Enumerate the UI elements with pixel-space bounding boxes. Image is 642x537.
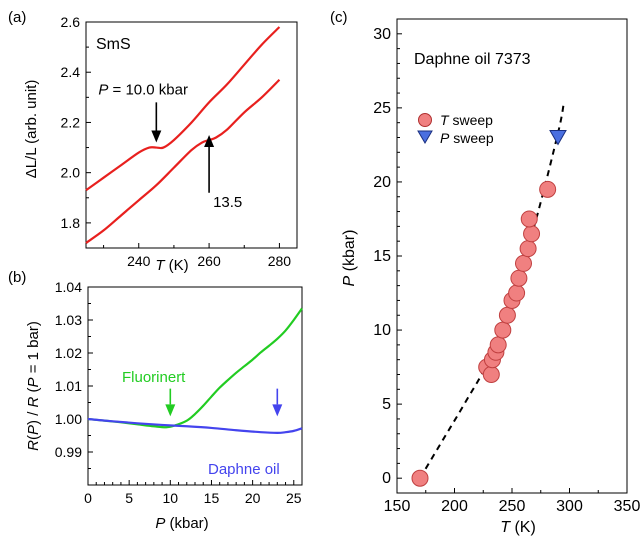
panel-c-title: Daphne oil 7373 bbox=[414, 51, 531, 68]
x-tick-label: 0 bbox=[84, 490, 92, 506]
panel-a: (a) SmS ΔL/L (arb. unit) T (K) 240 260 280… bbox=[8, 9, 298, 274]
annotation-10kbar: P = 10.0 kbar bbox=[98, 81, 188, 98]
y-tick-label: 1.03 bbox=[55, 312, 82, 328]
t-sweep-point bbox=[519, 240, 537, 258]
y-tick-label: 2.6 bbox=[61, 14, 81, 30]
y-tick-label: 1.01 bbox=[55, 378, 82, 394]
legend-t-sweep-marker bbox=[418, 113, 432, 127]
y-tick-label: 2.0 bbox=[61, 165, 81, 181]
t-sweep-point bbox=[494, 321, 512, 339]
x-tick-label: 350 bbox=[614, 498, 641, 515]
panel-a-plot-area: 240 260 280 1.8 2.0 2.2 2.4 2.6 P = 10.0 kbar 13.… bbox=[61, 14, 298, 269]
panel-a-label: (a) bbox=[8, 9, 26, 26]
x-tick-label: 260 bbox=[197, 253, 221, 269]
x-tick-label: 280 bbox=[268, 253, 292, 269]
y-tick-label: 1.00 bbox=[55, 411, 82, 427]
panel-a-sample-label: SmS bbox=[96, 36, 131, 53]
y-tick-label: 2.2 bbox=[61, 114, 81, 130]
arrow-10kbar-head bbox=[151, 130, 162, 143]
y-tick-label: 1.02 bbox=[55, 345, 82, 361]
y-tick-label: 1.04 bbox=[55, 279, 82, 295]
panel-b: (b) R(P) / R (P = 1 bar) P (kbar) 0 5 10 15… bbox=[8, 269, 303, 532]
annotation-13-5kbar: 13.5 bbox=[213, 194, 242, 211]
y-tick-label: 30 bbox=[373, 26, 391, 43]
panel-b-plot-area: 0 5 10 15 20 25 0.99 1.00 1.01 1.02 1.03 1.04 Fluori… bbox=[55, 279, 303, 506]
plot-frame bbox=[87, 286, 303, 486]
arrow-fluorinert-head bbox=[165, 404, 176, 417]
panel-c: (c) Daphne oil 7373 P (kbar) T (K) T swe… bbox=[330, 9, 640, 536]
legend-p-sweep-label: P sweep bbox=[440, 130, 494, 146]
x-tick-label: 150 bbox=[384, 498, 411, 515]
panel-c-ylabel: P (kbar) bbox=[341, 230, 358, 287]
panel-c-legend: T sweep P sweep bbox=[417, 112, 494, 146]
label-daphne-oil: Daphne oil bbox=[208, 461, 280, 478]
panel-b-label: (b) bbox=[8, 269, 26, 286]
plot-frame bbox=[85, 21, 298, 249]
y-tick-label: 0.99 bbox=[55, 444, 82, 460]
annotation-10kbar-prefix: P bbox=[98, 81, 108, 98]
x-tick-label: 5 bbox=[125, 490, 133, 506]
panel-c-plot-area: 150 200 250 300 350 0 5 10 15 20 25 30 bbox=[373, 18, 641, 515]
x-tick-label: 300 bbox=[556, 498, 583, 515]
y-tick-label: 20 bbox=[373, 174, 391, 191]
t-sweep-point bbox=[539, 180, 557, 198]
y-tick-label: 25 bbox=[373, 100, 391, 117]
t-sweep-point bbox=[489, 336, 507, 354]
expansion-curve-2 bbox=[85, 78, 281, 244]
t-sweep-point bbox=[482, 366, 500, 383]
t-sweep-point bbox=[515, 254, 532, 272]
legend-t-sweep-label: T sweep bbox=[440, 112, 493, 128]
panel-c-xlabel: T (K) bbox=[500, 519, 536, 536]
annotation-10kbar-text: = 10.0 kbar bbox=[108, 81, 188, 98]
y-tick-label: 5 bbox=[382, 396, 391, 413]
y-tick-label: 10 bbox=[373, 322, 391, 339]
panel-a-ylabel: ΔL/L (arb. unit) bbox=[23, 80, 40, 179]
resistance-curve-fluorinert bbox=[87, 307, 303, 429]
y-tick-label: 0 bbox=[382, 470, 391, 487]
resistance-curve-daphne-oil bbox=[87, 417, 303, 434]
t-sweep-point bbox=[523, 225, 541, 243]
panel-a-xlabel: T (K) bbox=[155, 257, 188, 274]
x-tick-label: 25 bbox=[286, 490, 302, 506]
p-sweep-point bbox=[549, 130, 567, 146]
panel-b-xlabel: P (kbar) bbox=[155, 515, 208, 532]
panel-c-label: (c) bbox=[330, 9, 348, 26]
t-sweep-point bbox=[520, 210, 538, 228]
plot-frame bbox=[396, 18, 628, 494]
x-tick-label: 15 bbox=[204, 490, 220, 506]
arrow-13-5kbar-head bbox=[204, 135, 215, 147]
t-sweep-point bbox=[411, 469, 429, 487]
expansion-curve-1 bbox=[85, 26, 281, 192]
x-tick-label: 250 bbox=[499, 498, 526, 515]
t-sweep-point bbox=[508, 284, 526, 302]
y-tick-label: 15 bbox=[373, 248, 391, 265]
y-tick-label: 2.4 bbox=[61, 64, 81, 80]
x-tick-label: 240 bbox=[127, 253, 151, 269]
t-sweep-point bbox=[498, 306, 516, 324]
t-sweep-point bbox=[510, 269, 528, 287]
x-tick-label: 10 bbox=[163, 490, 179, 506]
label-fluorinert: Fluorinert bbox=[122, 369, 186, 386]
x-tick-label: 20 bbox=[245, 490, 261, 506]
arrow-daphne-oil-head bbox=[272, 404, 283, 417]
x-tick-label: 200 bbox=[441, 498, 468, 515]
legend-p-sweep-marker bbox=[417, 130, 433, 144]
panel-b-ylabel: R(P) / R (P = 1 bar) bbox=[25, 321, 42, 451]
y-tick-label: 1.8 bbox=[61, 215, 81, 231]
fit-curve bbox=[419, 103, 565, 479]
